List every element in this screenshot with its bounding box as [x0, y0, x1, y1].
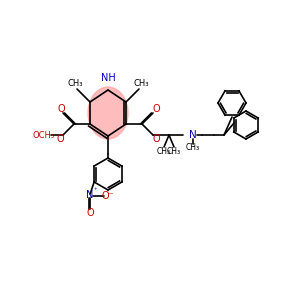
Text: O⁻: O⁻	[102, 191, 115, 201]
Text: CH₃: CH₃	[186, 143, 200, 152]
Text: N: N	[189, 130, 197, 140]
Text: O: O	[152, 104, 160, 114]
Text: ⁺: ⁺	[93, 188, 97, 194]
Text: O: O	[86, 208, 94, 218]
Text: O: O	[57, 104, 65, 114]
Text: CH₃: CH₃	[157, 148, 171, 157]
Text: NH: NH	[100, 73, 116, 83]
Text: OCH₃: OCH₃	[33, 130, 55, 140]
Text: N: N	[86, 190, 94, 200]
Text: O: O	[152, 134, 160, 144]
Ellipse shape	[88, 87, 128, 139]
Text: CH₃: CH₃	[133, 80, 149, 88]
Text: CH₃: CH₃	[67, 80, 83, 88]
Text: CH₃: CH₃	[167, 148, 181, 157]
Text: O: O	[56, 134, 64, 144]
